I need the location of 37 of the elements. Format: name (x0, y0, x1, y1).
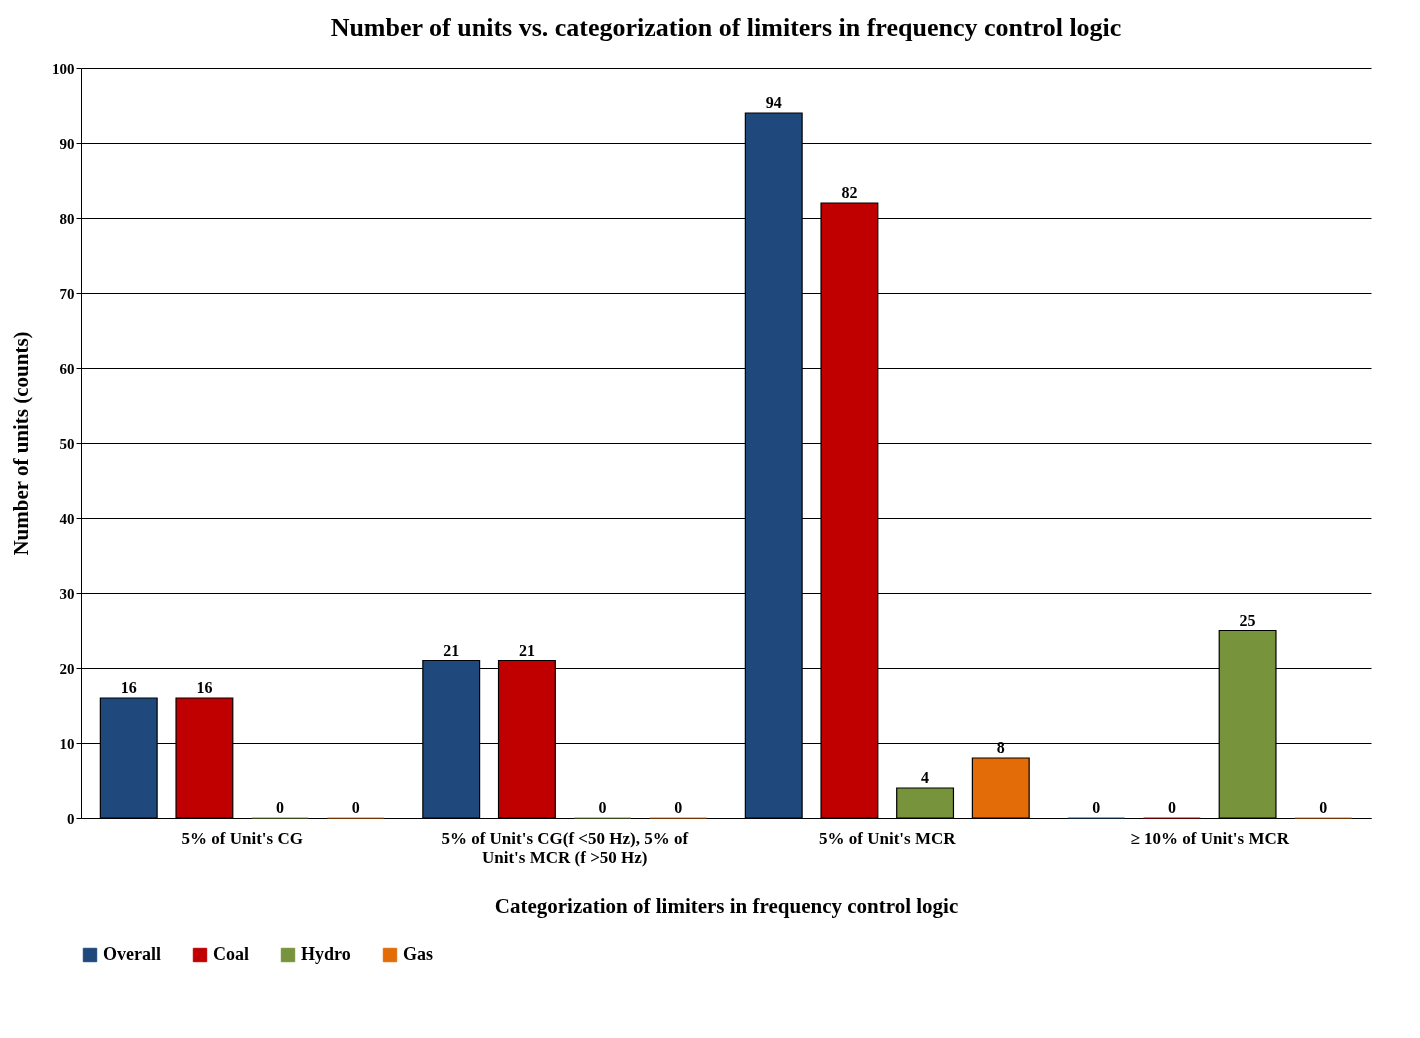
data-label: 0 (1167, 799, 1176, 816)
data-label: 16 (120, 679, 137, 696)
data-label: 25 (1239, 611, 1256, 629)
data-label: 0 (1092, 799, 1101, 816)
y-tick-label: 100 (52, 60, 75, 77)
y-tick-label: 10 (59, 735, 75, 752)
y-tick-label: 50 (59, 435, 75, 452)
data-label: 0 (351, 799, 360, 816)
legend-label: Coal (213, 944, 249, 964)
data-label: 0 (1319, 799, 1328, 816)
y-tick-label: 80 (59, 210, 75, 227)
data-label: 94 (765, 94, 782, 111)
data-label: 0 (674, 799, 683, 816)
legend-label: Hydro (301, 944, 351, 964)
x-tick-label: 5% of Unit's CG(f <50 Hz), 5% of Unit's MCR (f >50 Hz) (441, 828, 689, 867)
data-label: 0 (276, 799, 285, 816)
data-label: 4 (921, 769, 930, 786)
x-tick-label: 5% of Unit's MCR (819, 828, 957, 848)
legend-label: Overall (103, 944, 161, 964)
data-label: 82 (841, 184, 858, 201)
x-tick-label: ≥ 10% of Unit's MCR (1130, 828, 1290, 848)
y-tick-label: 40 (59, 510, 75, 527)
y-axis-title: Number of units (counts) (9, 331, 33, 556)
y-tick-label: 30 (59, 585, 75, 602)
data-label: 21 (518, 641, 535, 659)
data-label: 21 (443, 641, 460, 659)
x-tick-label: 5% of Unit's CG (181, 828, 303, 848)
y-tick-label: 70 (59, 285, 75, 302)
x-axis-title: Categorization of limiters in frequency control logic (494, 893, 959, 918)
data-label: 16 (196, 679, 213, 696)
y-tick-label: 20 (59, 660, 75, 677)
y-tick-label: 60 (59, 360, 75, 377)
y-tick-label: 0 (67, 810, 75, 827)
y-tick-label: 90 (59, 135, 75, 152)
chart-title: Number of units vs. categorization of limiters in frequency control logic (330, 13, 1122, 42)
data-label: 0 (598, 799, 607, 816)
legend-label: Gas (403, 944, 434, 964)
